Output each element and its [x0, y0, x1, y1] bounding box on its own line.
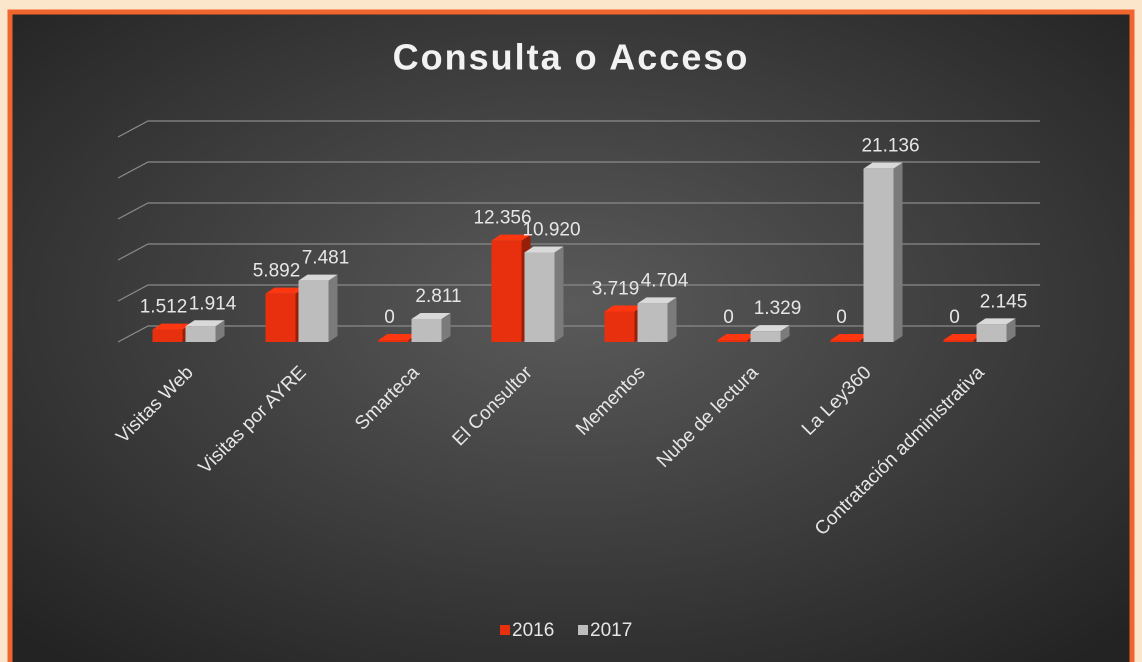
- bar-side: [328, 274, 338, 342]
- bar-front: [863, 168, 894, 342]
- bar-side: [215, 320, 225, 342]
- data-label: 0: [836, 307, 847, 328]
- data-label: 10.920: [522, 219, 580, 240]
- legend-swatch: [578, 625, 588, 635]
- bar-front: [411, 318, 442, 342]
- bar-side: [1006, 318, 1016, 342]
- bar-front: [604, 311, 635, 342]
- bar-top: [976, 318, 1016, 325]
- bar: [863, 162, 903, 342]
- bar-top: [265, 287, 305, 294]
- bar: [411, 312, 451, 342]
- bar-top: [378, 334, 418, 340]
- bar-top: [637, 297, 677, 304]
- grid-line: [117, 243, 1040, 261]
- data-label: 21.136: [861, 136, 919, 157]
- chart-title: Consulta o Acceso: [393, 37, 750, 78]
- bar-top: [185, 320, 225, 327]
- bar-front: [491, 240, 522, 342]
- bar-top: [943, 334, 983, 340]
- bar-front: [298, 280, 329, 342]
- legend-swatch: [500, 625, 510, 635]
- bar-front: [524, 252, 555, 342]
- bar-front: [943, 340, 974, 342]
- bar-top: [717, 334, 757, 340]
- data-label: 2.145: [980, 291, 1028, 312]
- data-label: 0: [723, 307, 734, 328]
- bar-front: [152, 329, 183, 342]
- bar: [298, 274, 338, 342]
- bar: [750, 325, 790, 342]
- bar-top: [298, 274, 338, 281]
- data-label: 1.329: [754, 298, 802, 319]
- bar-front: [976, 324, 1007, 342]
- bar-front: [830, 340, 861, 342]
- bar-front: [750, 331, 781, 342]
- bar-front: [185, 326, 216, 342]
- bar-side: [667, 297, 677, 342]
- bar-top: [524, 246, 564, 253]
- grid-line: [117, 284, 1040, 302]
- bar-top: [750, 325, 790, 332]
- data-label: 3.719: [592, 279, 640, 300]
- legend-label: 2016: [512, 620, 554, 641]
- bar-side: [554, 246, 564, 342]
- data-label: 1.914: [189, 293, 237, 314]
- data-label: 2.811: [415, 286, 461, 307]
- grid-line: [117, 120, 1040, 138]
- bar: [637, 297, 677, 342]
- bar-top: [152, 323, 192, 330]
- bar: [185, 320, 225, 342]
- bar-side: [441, 312, 451, 342]
- bar-top: [411, 312, 451, 319]
- bar-front: [378, 340, 409, 342]
- legend-label: 2017: [590, 620, 632, 641]
- bar-top: [830, 334, 870, 340]
- bar-front: [717, 340, 748, 342]
- data-label: 0: [949, 307, 960, 328]
- bar-side: [893, 162, 903, 342]
- bar-front: [265, 293, 296, 342]
- data-label: 1.512: [140, 297, 188, 318]
- bar-side: [780, 325, 790, 342]
- data-label: 7.481: [302, 248, 350, 269]
- bar-front: [637, 303, 668, 342]
- grid-line: [117, 325, 1040, 343]
- bar-top: [604, 305, 644, 312]
- data-label: 5.892: [253, 261, 301, 282]
- data-label: 0: [384, 307, 395, 328]
- grid-line: [117, 161, 1040, 179]
- data-label: 4.704: [641, 270, 689, 291]
- bar: [976, 318, 1016, 342]
- bar-top: [863, 162, 903, 169]
- bar-top: [491, 234, 531, 241]
- grid-line: [117, 202, 1040, 220]
- data-label: 12.356: [473, 208, 531, 229]
- bar: [524, 246, 564, 342]
